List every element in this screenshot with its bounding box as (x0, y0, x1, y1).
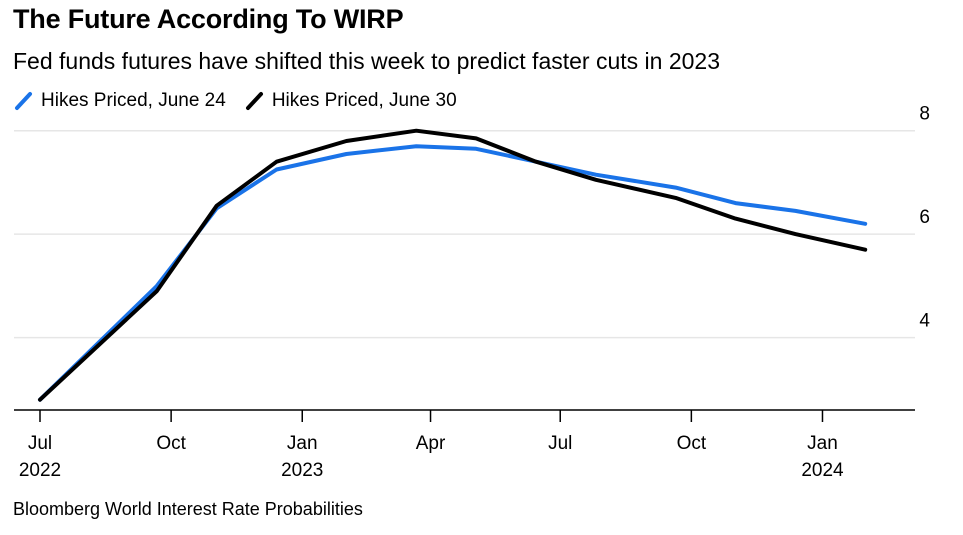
y-tick-label-4: 4 (919, 311, 930, 332)
chart-subtitle: Fed funds futures have shifted this week… (13, 48, 721, 74)
x-tick-label-1: Oct (156, 433, 186, 454)
legend-label-june-24: Hikes Priced, June 24 (41, 90, 226, 111)
legend-swatch-blue-icon (15, 92, 32, 110)
x-tick-year-2: 2023 (281, 460, 323, 481)
legend-label-june-30: Hikes Priced, June 30 (271, 90, 457, 111)
legend-swatch-black-icon (245, 92, 263, 110)
series-line-1 (38, 128, 868, 402)
x-tick-label-6: Jan (807, 433, 838, 454)
chart-source: Bloomberg World Interest Rate Probabilit… (13, 499, 363, 519)
x-tick-label-4: Jul (548, 433, 572, 454)
chart-title: The Future According To WIRP (13, 4, 404, 34)
x-tick-year-0: 2022 (19, 460, 61, 481)
y-tick-label-8: 8 (919, 104, 930, 125)
series-line-0 (38, 144, 868, 402)
x-tick-label-0: Jul (28, 433, 52, 454)
x-tick-year-6: 2024 (801, 460, 844, 481)
legend-item-june-30: Hikes Priced, June 30 (244, 90, 457, 112)
chart-legend: Hikes Priced, June 24 Hikes Priced, June… (13, 90, 475, 112)
x-tick-label-3: Apr (416, 433, 446, 454)
x-tick-label-2: Jan (287, 433, 318, 454)
legend-item-june-24: Hikes Priced, June 24 (13, 90, 226, 112)
x-tick-label-5: Oct (677, 433, 707, 454)
y-tick-label-6: 6 (919, 207, 930, 228)
